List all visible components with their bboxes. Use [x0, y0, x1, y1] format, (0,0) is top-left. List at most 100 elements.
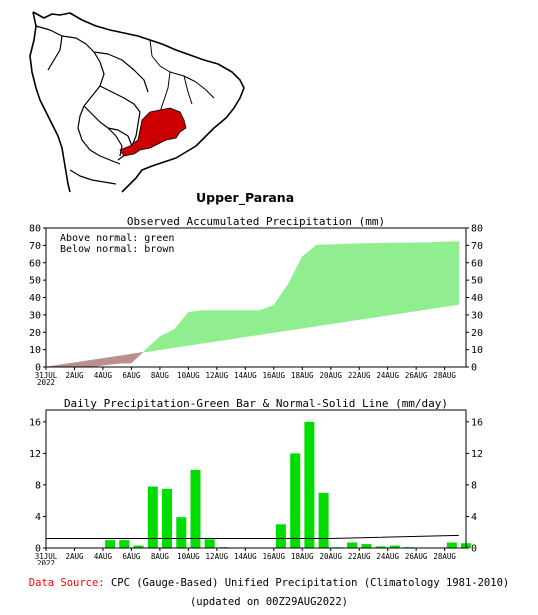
x-tick-label: 6AUG: [122, 552, 141, 561]
y-tick-label-right: 50: [471, 276, 483, 287]
normal-line: [46, 534, 459, 539]
x-tick-label: 16AUG: [263, 371, 286, 380]
above-normal-area: [245, 310, 260, 338]
above-normal-area: [358, 243, 374, 320]
x-tick-label: 26AUG: [405, 371, 428, 380]
precip-bar: [446, 542, 457, 548]
x-tick-label: 26AUG: [405, 552, 428, 561]
x-tick-label: 10AUG: [177, 371, 200, 380]
precip-bar: [347, 542, 358, 548]
x-tick-label: 20AUG: [319, 552, 342, 561]
x-tick-label: 12AUG: [206, 552, 229, 561]
x-tick-label: 16AUG: [263, 552, 286, 561]
chart-title: Observed Accumulated Precipitation (mm): [127, 215, 385, 228]
above-normal-area: [216, 310, 232, 342]
daily-precipitation-chart: Daily Precipitation-Green Bar & Normal-S…: [29, 397, 483, 565]
above-normal-area: [230, 310, 246, 340]
y-tick-label-left: 80: [29, 224, 41, 235]
above-normal-area: [188, 310, 203, 346]
chart-title: Daily Precipitation-Green Bar & Normal-S…: [64, 397, 448, 410]
y-tick-label-right: 12: [471, 449, 483, 460]
below-normal-area: [88, 358, 104, 368]
below-normal-area: [102, 355, 118, 366]
continent-outline: [32, 11, 245, 193]
precip-bar: [162, 488, 172, 548]
precip-bar: [389, 545, 400, 548]
above-normal-area: [444, 241, 460, 307]
x-year-label: 2022: [37, 378, 55, 387]
upper-parana-region: [119, 107, 187, 157]
y-tick-label-left: 20: [29, 328, 41, 339]
precip-bar: [304, 421, 315, 548]
above-normal-area: [373, 242, 388, 318]
x-tick-label: 31JUL: [35, 552, 58, 561]
y-tick-label-left: 60: [29, 258, 41, 269]
y-tick-label-left: 0: [35, 544, 41, 555]
y-tick-label-right: 70: [471, 241, 483, 252]
precip-bar: [176, 517, 187, 548]
below-normal-area: [131, 351, 144, 364]
above-normal-area: [287, 256, 303, 331]
x-tick-label: 14AUG: [234, 371, 257, 380]
precip-bar: [375, 546, 386, 548]
accumulated-precipitation-chart: Observed Accumulated Precipitation (mm) 0…: [29, 215, 483, 387]
y-tick-label-left: 50: [29, 276, 41, 287]
above-normal-area: [259, 304, 275, 335]
x-tick-label: 4AUG: [94, 371, 113, 380]
y-tick-label-left: 40: [29, 293, 41, 304]
x-tick-label: 18AUG: [291, 371, 314, 380]
y-tick-label-right: 4: [471, 512, 477, 523]
precip-bar: [190, 469, 201, 548]
x-tick-label: 6AUG: [122, 371, 141, 380]
precip-bar: [105, 540, 116, 548]
y-tick-label-right: 0: [471, 544, 477, 555]
x-tick-label: 8AUG: [151, 371, 170, 380]
above-normal-area: [302, 244, 317, 329]
precip-bar: [318, 492, 329, 548]
y-tick-label-right: 30: [471, 310, 483, 321]
above-normal-area: [430, 241, 445, 310]
x-tick-label: 20AUG: [319, 371, 342, 380]
above-normal-area: [159, 329, 175, 350]
x-tick-label: 10AUG: [177, 552, 200, 561]
y-tick-label-left: 16: [29, 417, 41, 428]
updated-line: (updated on 00Z29AUG2022): [189, 596, 349, 608]
precip-bar: [290, 453, 301, 548]
above-normal-area: [415, 242, 431, 312]
x-tick-label: 31JUL: [35, 371, 58, 380]
above-normal-area: [401, 242, 417, 314]
below-normal-area: [74, 360, 89, 368]
precip-bar: [204, 539, 215, 548]
y-tick-label-right: 0: [471, 363, 477, 374]
x-tick-label: 28AUG: [433, 371, 456, 380]
y-tick-label-left: 8: [35, 480, 41, 491]
x-tick-label: 12AUG: [206, 371, 229, 380]
y-tick-label-left: 12: [29, 449, 41, 460]
x-year-label: 2022: [37, 559, 55, 565]
y-tick-label-left: 30: [29, 310, 41, 321]
x-tick-label: 24AUG: [376, 552, 399, 561]
above-normal-area: [202, 310, 218, 344]
y-tick-label-right: 8: [471, 480, 477, 491]
above-normal-area: [145, 336, 161, 353]
y-tick-label-left: 70: [29, 241, 41, 252]
plot-frame: [45, 409, 467, 549]
x-tick-label: 2AUG: [65, 552, 84, 561]
above-normal-area: [316, 244, 331, 327]
pacific-coast: [29, 11, 71, 193]
y-tick-label-left: 4: [35, 512, 41, 523]
country-borders: [35, 25, 149, 185]
x-tick-label: 28AUG: [433, 552, 456, 561]
y-tick-label-right: 60: [471, 258, 483, 269]
y-tick-label-right: 80: [471, 224, 483, 235]
annotation-below-normal: Below normal: brown: [60, 244, 174, 255]
y-tick-label-left: 0: [35, 363, 41, 374]
precip-bar: [119, 540, 130, 548]
x-tick-label: 18AUG: [291, 552, 314, 561]
above-normal-area: [344, 243, 360, 322]
above-normal-area: [142, 349, 146, 353]
x-tick-label: 24AUG: [376, 371, 399, 380]
y-tick-label-right: 20: [471, 328, 483, 339]
below-normal-area: [59, 362, 75, 368]
precip-bar: [275, 524, 286, 548]
